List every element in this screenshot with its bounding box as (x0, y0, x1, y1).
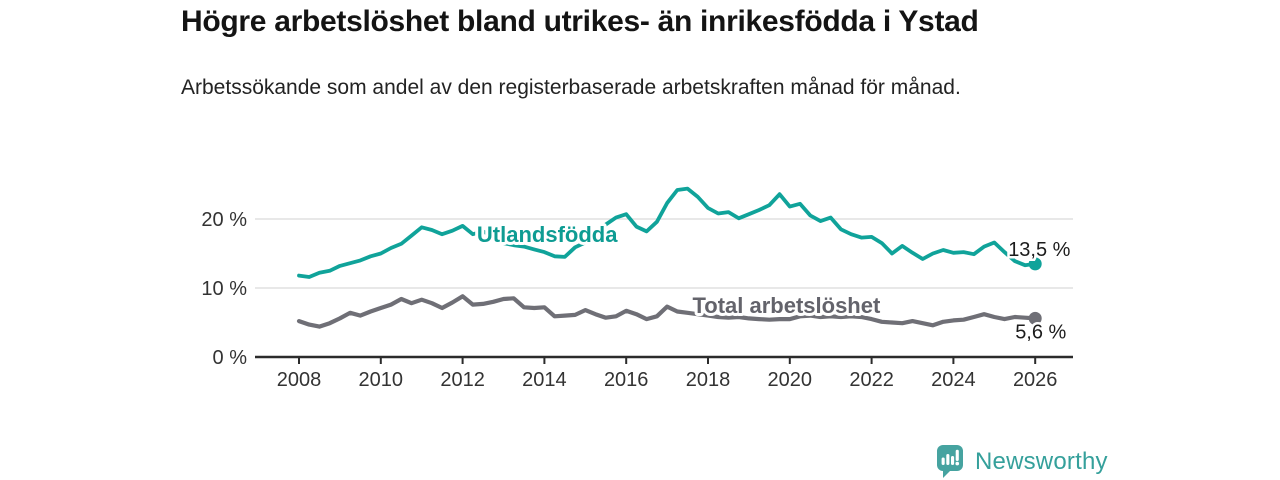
page-title: Högre arbetslöshet bland utrikes- än inr… (181, 5, 979, 38)
x-tick-label: 2010 (359, 369, 404, 391)
series-end-value-label: 5,6 % (1015, 321, 1066, 343)
series-end-dot (1028, 311, 1042, 325)
y-tick-label: 0 % (213, 347, 248, 369)
series-label: Total arbetslöshet (692, 293, 881, 318)
chart-svg: 0 % 10 % 20 % 2008 2010 2012 2014 2016 2018 2020 2… (201, 186, 1073, 391)
y-tick-label: 10 % (201, 278, 247, 300)
x-tick-label: 2016 (604, 369, 649, 391)
chart-subtitle: Arbetssökande som andel av den registerb… (181, 76, 961, 99)
newsworthy-logo: Newsworthy (936, 444, 1108, 479)
x-tick-label: 2012 (440, 369, 485, 391)
x-tick-label: 2020 (768, 369, 813, 391)
x-tick-label: 2026 (1013, 369, 1058, 391)
series-end-value-label: 13,5 % (1008, 239, 1070, 261)
series-label: Utlandsfödda (477, 222, 618, 247)
newsworthy-wordmark: Newsworthy (975, 447, 1108, 475)
y-tick-label: 20 % (201, 209, 247, 231)
x-tick-label: 2014 (522, 369, 567, 391)
x-tick-label: 2018 (686, 369, 731, 391)
series-end-dot (1028, 257, 1042, 271)
line-chart: 0 % 10 % 20 % 2008 2010 2012 2014 2016 2018 2020 2… (0, 150, 1280, 410)
x-tick-label: 2022 (849, 369, 894, 391)
bar-chart-speech-bubble-icon (937, 445, 963, 478)
series-line-utlandsf-dda (297, 186, 1038, 279)
series-line-total-arbetsl-shet (296, 294, 1038, 329)
x-tick-label: 2024 (931, 369, 976, 391)
x-tick-label: 2008 (277, 369, 322, 391)
